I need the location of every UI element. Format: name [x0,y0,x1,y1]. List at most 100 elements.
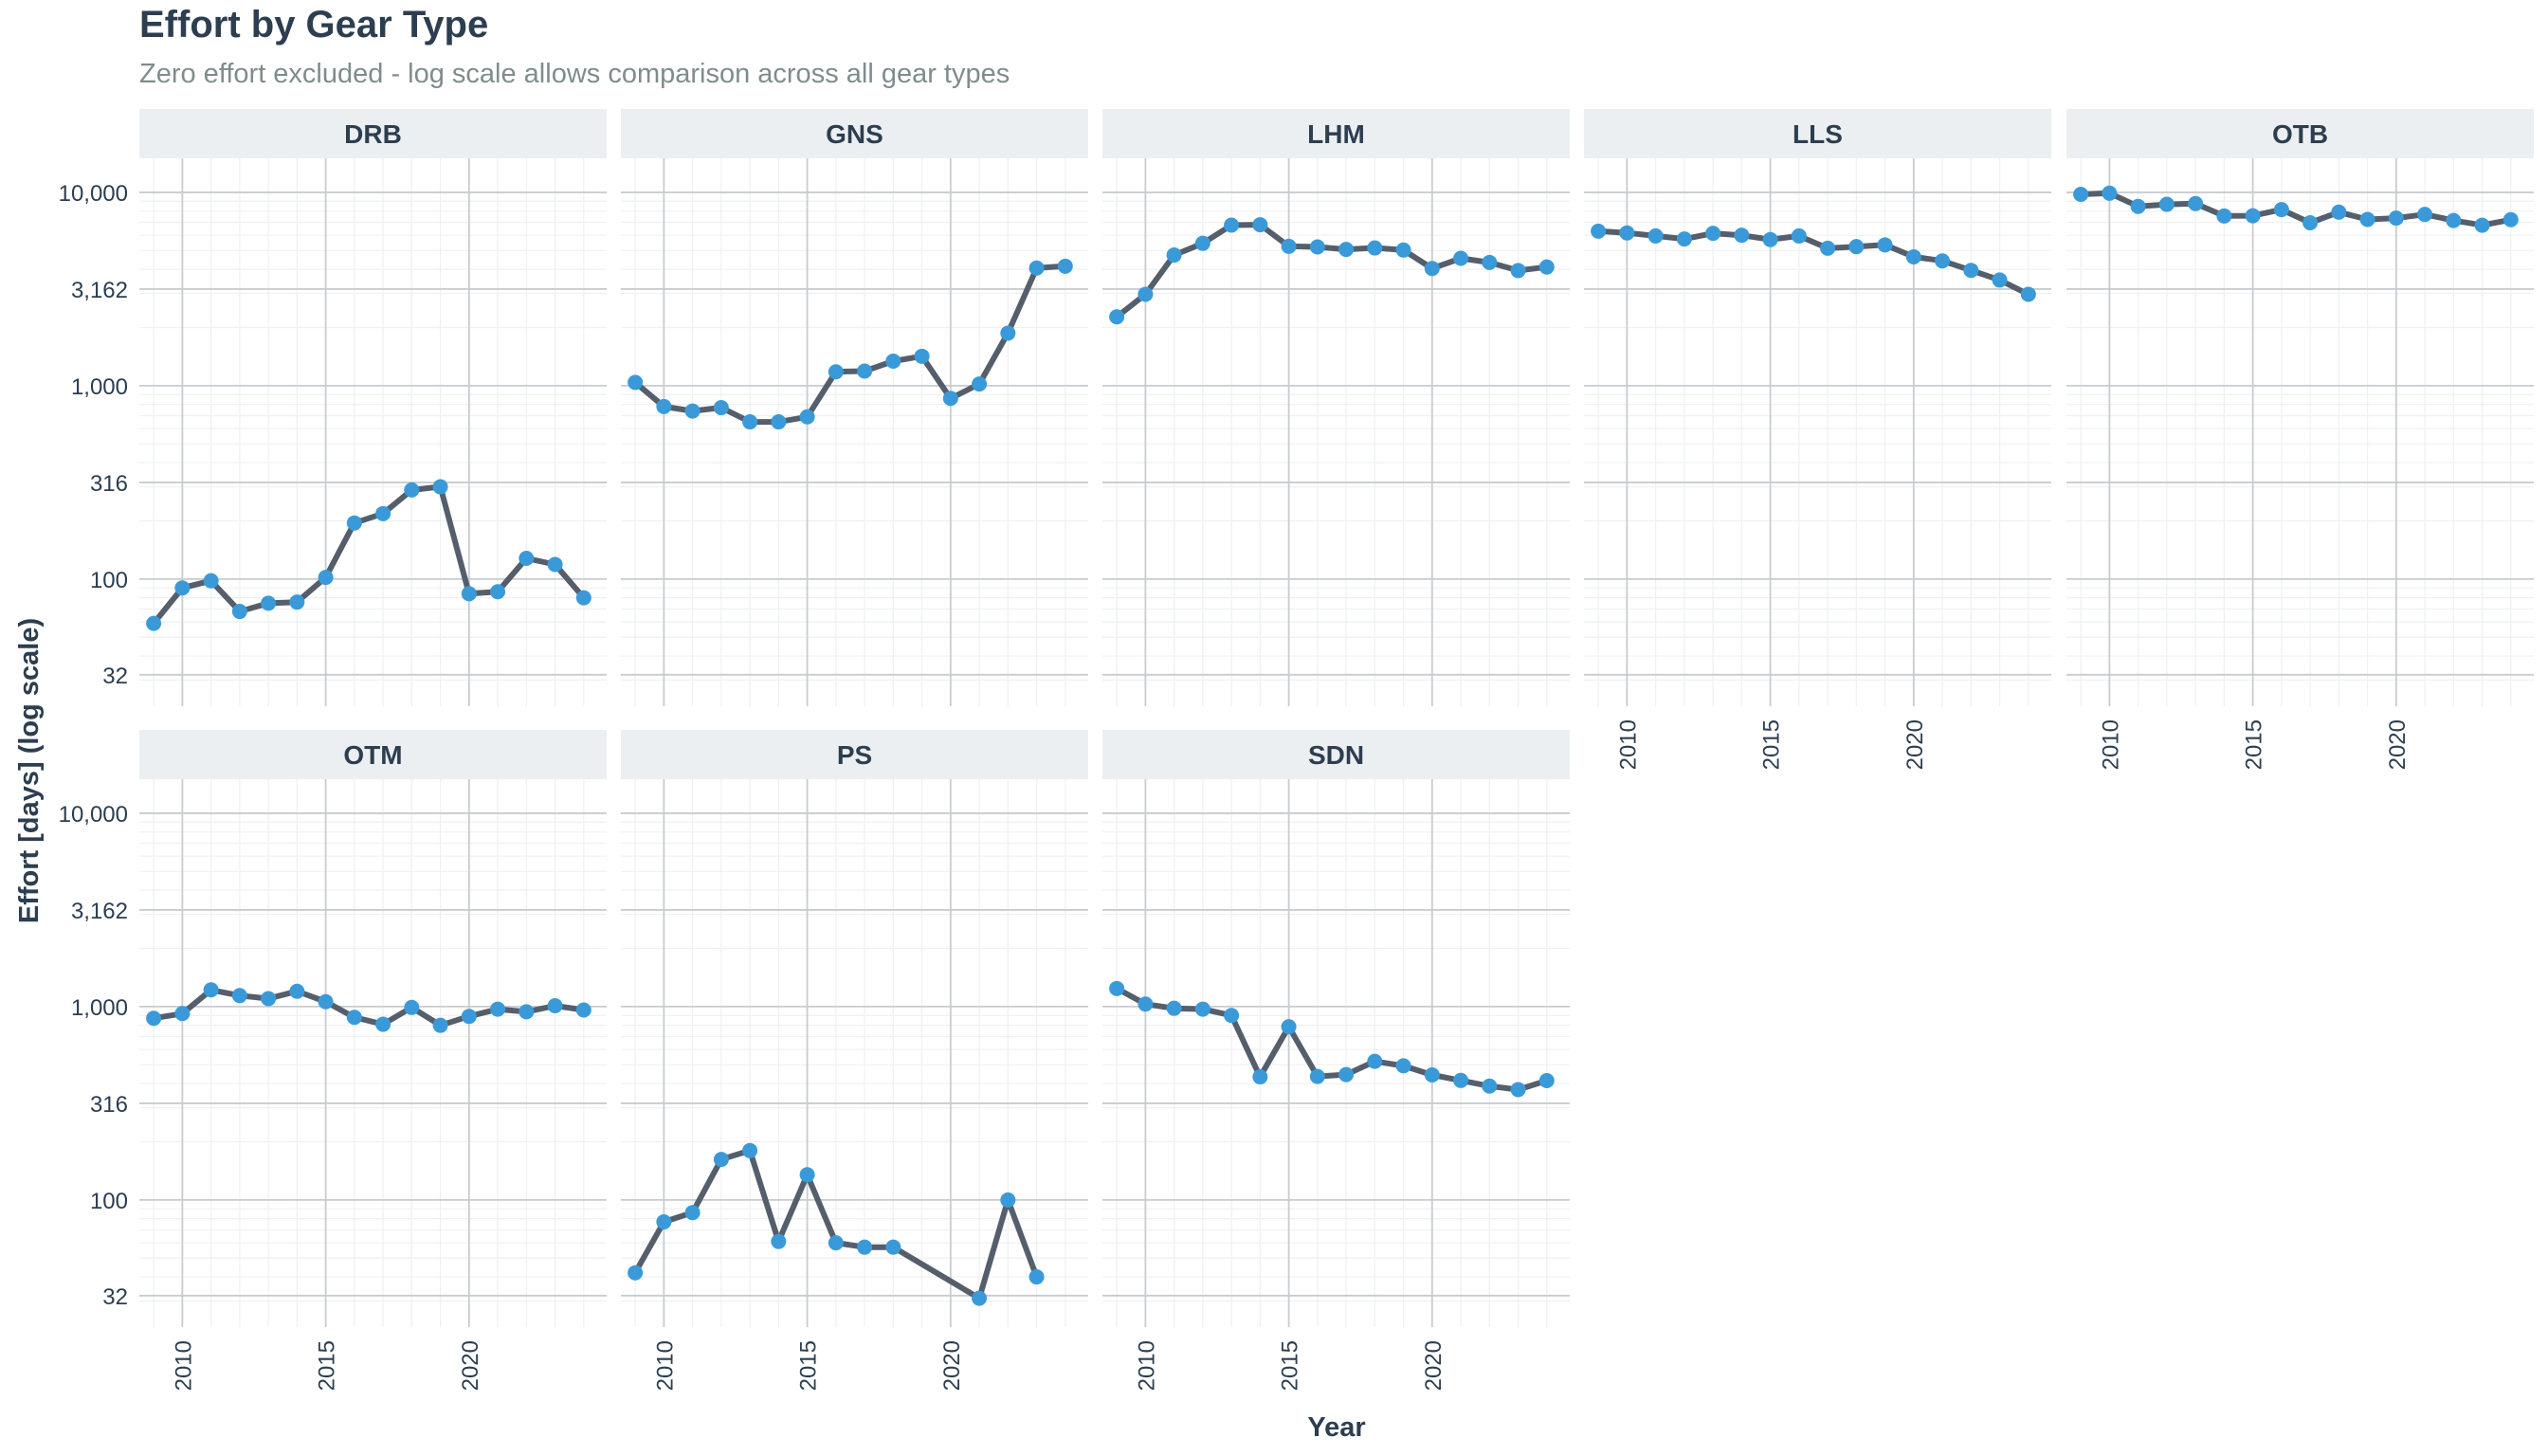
data-point [1591,223,1607,239]
data-point [346,515,362,531]
data-point [684,403,701,419]
data-point [1482,1078,1498,1094]
facet-strip-label: LHM [1307,119,1365,149]
data-point [1367,1053,1383,1069]
data-point [1395,1058,1411,1074]
data-point [914,348,930,364]
minor-gridlines [621,779,1088,1327]
data-point [2446,212,2462,228]
chart-title: Effort by Gear Type [139,4,489,46]
data-point [1109,309,1125,325]
data-point [547,556,563,573]
y-tick-label: 32 [102,1284,128,1310]
data-point [1138,996,1154,1012]
data-point [2302,215,2319,231]
data-point [432,1017,448,1033]
y-tick-label: 1,000 [71,374,128,400]
data-point [2359,211,2375,228]
data-point [231,604,247,620]
minor-gridlines [139,779,607,1327]
series-line [1114,985,1550,1093]
facet-strip [139,730,607,779]
x-tick-label: 2020 [939,1340,965,1391]
data-point [2102,185,2118,201]
facet-otm: OTM 32 100 316 1,000 3,162 10,000 2010 2015 2020 [59,730,607,1391]
facet-strip [1102,730,1570,779]
data-point [1194,235,1210,251]
data-point [942,391,958,407]
data-point [828,364,844,380]
data-point [1138,286,1154,302]
data-point [656,398,672,414]
data-point [684,1205,701,1221]
major-gridlines [139,779,607,1327]
data-point [713,400,729,416]
minor-gridlines [1102,779,1570,1327]
x-tick-label: 2020 [2385,719,2411,770]
data-point [1877,237,1893,253]
data-point [174,1006,191,1022]
data-point [575,590,592,606]
data-point [1309,239,1325,255]
data-point [1338,242,1355,258]
y-tick-label: 1,000 [71,995,128,1021]
data-point [1453,250,1469,266]
data-point [1482,254,1498,270]
data-point [742,1142,758,1158]
x-tick-label: 2020 [458,1340,483,1391]
data-point [1028,1269,1045,1285]
minor-gridlines [1584,158,2051,706]
data-point [2130,198,2146,214]
data-point [1848,239,1865,255]
data-point [289,983,305,999]
data-point [318,993,334,1010]
x-axis-title: Year [1307,1412,1365,1443]
y-tick-label: 10,000 [59,181,128,207]
data-point [1705,226,1721,242]
y-tick-label: 3,162 [71,899,128,924]
data-point [404,482,420,498]
data-point [490,584,506,600]
data-point [742,414,758,430]
data-point [2417,207,2433,223]
x-tick-label: 2015 [1759,719,1785,770]
y-tick-label: 100 [90,1189,128,1214]
data-point [1367,240,1383,256]
data-point [203,982,219,998]
data-point [656,1214,672,1230]
facet-lhm: LHM [1102,109,1570,706]
facet-strip-label: SDN [1308,740,1364,770]
x-tick-label: 2015 [2242,719,2267,770]
x-tick-label: 2010 [1615,719,1641,770]
data-point [1224,1008,1240,1024]
series-line [151,483,587,627]
data-point [2188,195,2204,211]
data-point [490,1001,506,1017]
data-point [1252,217,1268,233]
data-point [1538,259,1555,275]
data-point [375,505,391,521]
data-point [519,1004,535,1020]
facet-strip [621,109,1088,158]
data-point [2158,196,2175,212]
facet-otb: OTB 2010 2015 2020 [2066,109,2534,770]
data-point [2216,208,2232,224]
data-point [1166,247,1182,264]
data-point [885,353,901,369]
data-point [628,1265,644,1281]
data-point [1424,1067,1440,1083]
data-point [1395,242,1411,258]
x-tick-label: 2010 [1134,1340,1159,1391]
y-tick-label: 316 [90,471,128,497]
data-point [1424,261,1440,277]
data-point [1338,1066,1355,1083]
x-tick-label: 2010 [652,1340,678,1391]
data-point [2273,202,2289,218]
data-point [1538,1073,1555,1089]
facets-layer: DRB 32 100 316 1,000 3,162 10,000 GNS LHM LLS 2010… [59,109,2534,1391]
data-point [1963,263,1979,279]
data-point [1194,1001,1210,1017]
facet-strip-label: LLS [1793,119,1843,149]
data-point [799,409,815,425]
